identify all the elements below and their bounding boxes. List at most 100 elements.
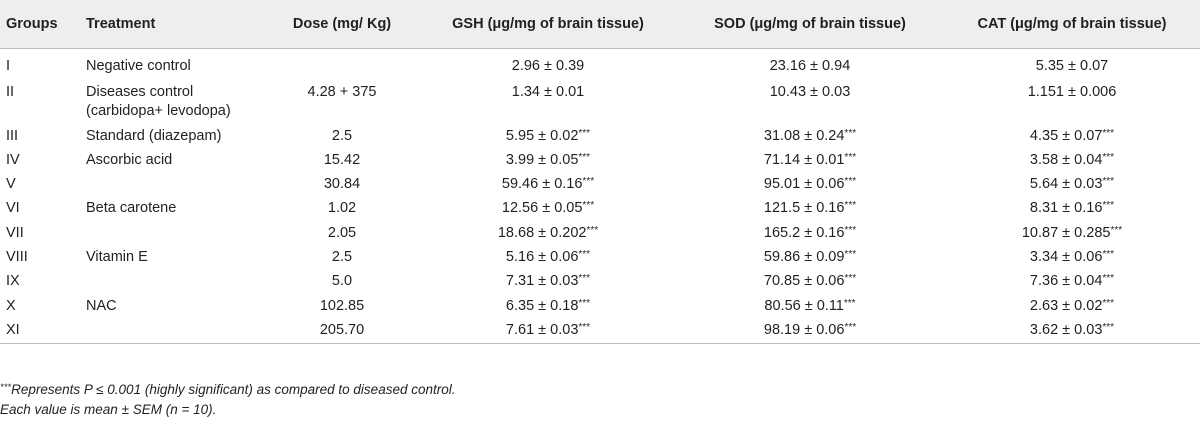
significance-mark: *** xyxy=(844,273,857,285)
significance-mark: *** xyxy=(844,176,857,188)
significance-mark: *** xyxy=(582,176,595,188)
footnote-significance-mark: *** xyxy=(0,382,12,393)
cell-sod: 10.43 ± 0.03 xyxy=(676,78,944,122)
cell-dose: 102.85 xyxy=(319,297,365,314)
cell-group: III xyxy=(6,127,19,144)
cell-group: I xyxy=(6,58,11,74)
significance-mark: *** xyxy=(1102,127,1115,139)
cell-treatment: Ascorbic acid xyxy=(86,151,173,168)
cell-gsh: 18.68 ± 0.202*** xyxy=(420,219,676,243)
cell-cat-value: 10.87 ± 0.285 xyxy=(1021,224,1111,241)
cell-sod-value: 98.19 ± 0.06 xyxy=(763,321,845,338)
cell-group: II xyxy=(6,83,15,100)
table-row: V 30.84 59.46 ± 0.16*** 95.01 ± 0.06*** 5.64… xyxy=(0,170,1200,194)
cell-sod-value: 71.14 ± 0.01 xyxy=(763,151,845,168)
cell-group: VII xyxy=(6,224,24,241)
cell-cat-value: 3.34 ± 0.06 xyxy=(1029,248,1103,265)
significance-mark: *** xyxy=(586,224,599,236)
cell-dose: 30.84 xyxy=(323,176,361,193)
cell-dose: 2.05 xyxy=(327,224,357,241)
cell-sod: 70.85 ± 0.06*** xyxy=(676,267,944,291)
significance-mark: *** xyxy=(1102,151,1115,163)
footnote-significance-text: Represents P ≤ 0.001 (highly significant… xyxy=(11,382,456,397)
cell-cat: 5.35 ± 0.07 xyxy=(944,49,1200,78)
significance-mark: *** xyxy=(844,127,857,139)
header-row: Groups Treatment Dose (mg/ Kg) GSH (μg/m… xyxy=(0,0,1200,49)
cell-gsh: 59.46 ± 0.16*** xyxy=(420,170,676,194)
cell-treatment: Beta carotene xyxy=(86,200,177,217)
significance-mark: *** xyxy=(1102,200,1115,212)
cell-cat-value: 3.62 ± 0.03 xyxy=(1029,321,1103,338)
results-table: Groups Treatment Dose (mg/ Kg) GSH (μg/m… xyxy=(0,0,1200,345)
cell-sod: 95.01 ± 0.06*** xyxy=(676,170,944,194)
cell-gsh: 5.16 ± 0.06*** xyxy=(420,243,676,267)
cell-cat: 3.58 ± 0.04*** xyxy=(944,146,1200,170)
table-row: III Standard (diazepam) 2.5 5.95 ± 0.02*** 3… xyxy=(0,122,1200,146)
cell-treatment: NAC xyxy=(86,297,117,314)
significance-mark: *** xyxy=(1102,321,1115,333)
significance-mark: *** xyxy=(578,151,591,163)
table-row: VII 2.05 18.68 ± 0.202*** 165.2 ± 0.16*** 10… xyxy=(0,219,1200,243)
header-treatment: Treatment xyxy=(86,0,264,49)
table-header: Groups Treatment Dose (mg/ Kg) GSH (μg/m… xyxy=(0,0,1200,49)
table-row: IX 5.0 7.31 ± 0.03*** 70.85 ± 0.06*** 7.36 ±… xyxy=(0,267,1200,291)
header-groups: Groups xyxy=(0,0,86,49)
cell-sod: 165.2 ± 0.16*** xyxy=(676,219,944,243)
cell-sod-value: 10.43 ± 0.03 xyxy=(769,83,851,100)
table-footnotes: ***Represents P ≤ 0.001 (highly signific… xyxy=(0,380,456,420)
significance-mark: *** xyxy=(578,273,591,285)
cell-gsh: 2.96 ± 0.39 xyxy=(420,49,676,78)
cell-cat-value: 4.35 ± 0.07 xyxy=(1029,127,1103,144)
cell-sod-value: 59.86 ± 0.09 xyxy=(763,248,845,265)
footnote-mean-sem: Each value is mean ± SEM (n = 10). xyxy=(0,402,217,417)
cell-treatment: Standard (diazepam) xyxy=(86,127,222,144)
cell-dose: 1.02 xyxy=(327,200,357,217)
table-row: IV Ascorbic acid 15.42 3.99 ± 0.05*** 71.14 … xyxy=(0,146,1200,170)
cell-dose xyxy=(264,49,420,78)
significance-mark: *** xyxy=(844,248,857,260)
cell-gsh-value: 7.61 ± 0.03 xyxy=(505,321,579,338)
significance-mark: *** xyxy=(844,224,857,236)
cell-treatment: Negative control xyxy=(86,58,191,74)
cell-dose: 5.0 xyxy=(331,273,353,290)
cell-sod: 71.14 ± 0.01*** xyxy=(676,146,944,170)
cell-group: IV xyxy=(6,151,20,168)
significance-mark: *** xyxy=(1102,297,1115,309)
cell-group: X xyxy=(6,297,16,314)
cell-gsh-value: 5.16 ± 0.06 xyxy=(505,248,579,265)
table-row: I Negative control 2.96 ± 0.39 23.16 ± 0.94… xyxy=(0,49,1200,78)
cell-cat: 5.64 ± 0.03*** xyxy=(944,170,1200,194)
cell-sod: 98.19 ± 0.06*** xyxy=(676,315,944,345)
significance-mark: *** xyxy=(578,297,591,309)
cell-gsh-value: 5.95 ± 0.02 xyxy=(505,127,579,144)
table-row: VIII Vitamin E 2.5 5.16 ± 0.06*** 59.86 ± 0.… xyxy=(0,243,1200,267)
cell-gsh: 3.99 ± 0.05*** xyxy=(420,146,676,170)
table-row: XI 205.70 7.61 ± 0.03*** 98.19 ± 0.06*** 3.6… xyxy=(0,315,1200,345)
cell-treatment: Vitamin E xyxy=(86,248,148,265)
cell-cat: 8.31 ± 0.16*** xyxy=(944,194,1200,218)
cell-sod: 23.16 ± 0.94 xyxy=(676,49,944,78)
cell-sod: 59.86 ± 0.09*** xyxy=(676,243,944,267)
table-body: I Negative control 2.96 ± 0.39 23.16 ± 0.94… xyxy=(0,49,1200,345)
cell-gsh-value: 1.34 ± 0.01 xyxy=(511,83,585,100)
cell-sod: 121.5 ± 0.16*** xyxy=(676,194,944,218)
cell-gsh: 5.95 ± 0.02*** xyxy=(420,122,676,146)
cell-dose: 2.5 xyxy=(331,248,353,265)
table-row: II Diseases control (carbidopa+ levodopa)… xyxy=(0,78,1200,122)
cell-gsh: 6.35 ± 0.18*** xyxy=(420,292,676,316)
cell-cat: 2.63 ± 0.02*** xyxy=(944,292,1200,316)
cell-group: V xyxy=(6,176,16,193)
cell-dose: 2.5 xyxy=(331,127,353,144)
cell-group: VI xyxy=(6,200,20,217)
cell-group: IX xyxy=(6,273,20,290)
cell-gsh: 7.61 ± 0.03*** xyxy=(420,315,676,345)
cell-treatment xyxy=(86,219,264,243)
cell-sod-value: 70.85 ± 0.06 xyxy=(763,273,845,290)
cell-treatment: Diseases control (carbidopa+ levodopa) xyxy=(86,83,231,119)
header-cat: CAT (μg/mg of brain tissue) xyxy=(944,0,1200,49)
significance-mark: *** xyxy=(1102,176,1115,188)
cell-treatment xyxy=(86,315,264,345)
significance-mark: *** xyxy=(844,200,857,212)
cell-cat-value: 7.36 ± 0.04 xyxy=(1029,273,1103,290)
